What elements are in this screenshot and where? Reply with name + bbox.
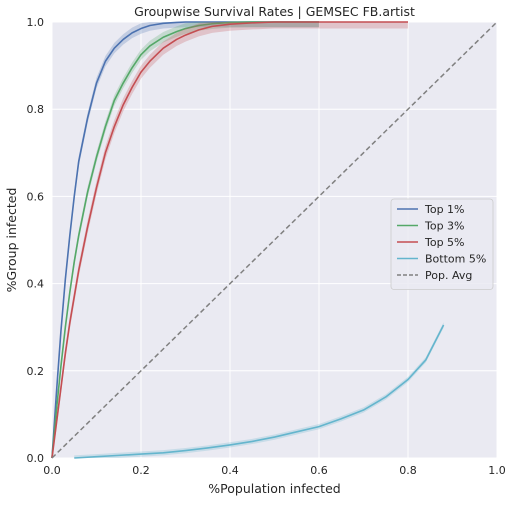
y-tick-label: 1.0 bbox=[27, 16, 45, 29]
x-tick-label: 0.6 bbox=[310, 464, 328, 477]
chart-title: Groupwise Survival Rates | GEMSEC FB.art… bbox=[134, 4, 415, 19]
legend-label-top-3: Top 3% bbox=[424, 220, 465, 233]
legend-box bbox=[390, 198, 494, 290]
x-tick-label: 0.0 bbox=[43, 464, 61, 477]
x-tick-label: 0.8 bbox=[399, 464, 417, 477]
y-tick-label: 0.4 bbox=[27, 278, 45, 291]
x-tick-label: 1.0 bbox=[488, 464, 506, 477]
series-line-top-5 bbox=[51, 21, 408, 459]
series-line-bottom-5 bbox=[74, 324, 445, 459]
x-tick-label: 0.4 bbox=[221, 464, 239, 477]
legend-label-bottom-5: Bottom 5% bbox=[425, 253, 486, 266]
y-axis-label: %Group infected bbox=[4, 188, 19, 293]
legend-label-pop-avg: Pop. Avg bbox=[425, 269, 472, 282]
y-tick-label: 0.0 bbox=[27, 452, 45, 465]
y-tick-label: 0.6 bbox=[27, 190, 45, 203]
series-lines bbox=[51, 21, 498, 459]
legend-label-top-1: Top 1% bbox=[424, 203, 465, 216]
series-line-top-3 bbox=[51, 21, 319, 459]
y-tick-label: 0.8 bbox=[27, 103, 45, 116]
series-line-top-1 bbox=[51, 21, 319, 459]
x-axis-label: %Population infected bbox=[208, 481, 340, 496]
grid bbox=[51, 21, 498, 459]
legend-label-top-5: Top 5% bbox=[424, 236, 465, 249]
legend: Top 1% Top 3% Top 5% Bottom 5% Pop. Avg bbox=[390, 198, 494, 290]
axis-ticks: 0.0 0.2 0.4 0.6 0.8 1.0 0.0 0.2 0.4 0.6 0.8 1.0 bbox=[27, 16, 506, 477]
y-tick-label: 0.2 bbox=[27, 365, 45, 378]
x-tick-label: 0.2 bbox=[132, 464, 150, 477]
